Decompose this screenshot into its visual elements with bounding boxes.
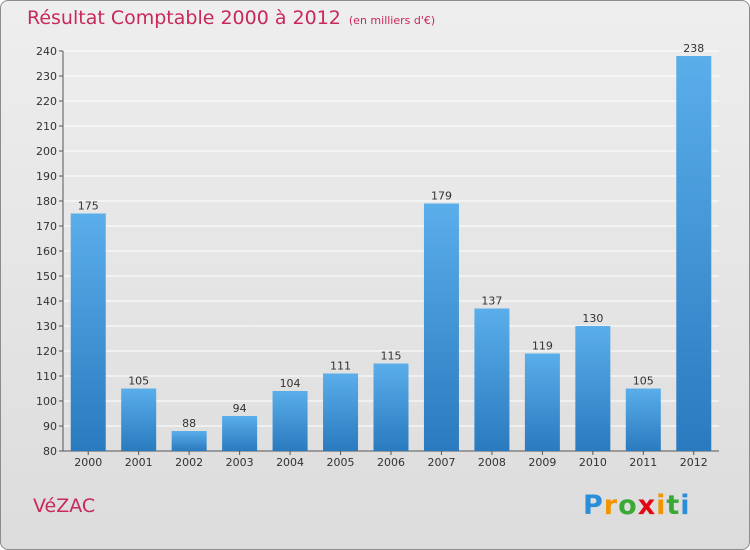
logo-letter: i xyxy=(680,490,691,521)
data-label: 111 xyxy=(330,360,351,373)
x-tick-label: 2008 xyxy=(478,456,506,469)
data-label: 130 xyxy=(582,312,603,325)
x-tick-label: 2001 xyxy=(125,456,153,469)
x-tick-label: 2009 xyxy=(528,456,556,469)
y-tick-label: 230 xyxy=(36,70,57,83)
bar xyxy=(272,391,308,451)
y-tick-label: 150 xyxy=(36,270,57,283)
data-label: 137 xyxy=(481,295,502,308)
logo-letter: i xyxy=(656,490,667,521)
y-tick-label: 210 xyxy=(36,120,57,133)
logo-letter: r xyxy=(603,490,619,521)
x-tick-label: 2012 xyxy=(680,456,708,469)
data-label: 94 xyxy=(233,402,247,415)
bar xyxy=(373,363,409,451)
logo-letter: t xyxy=(666,490,681,521)
y-tick-label: 140 xyxy=(36,295,57,308)
logo-letter: P xyxy=(583,490,604,521)
y-tick-label: 200 xyxy=(36,145,57,158)
x-tick-label: 2003 xyxy=(226,456,254,469)
bar xyxy=(625,388,661,451)
chart-title: Résultat Comptable 2000 à 2012 (en millie… xyxy=(27,7,435,29)
logo-letter: x xyxy=(637,490,657,521)
x-tick-label: 2005 xyxy=(327,456,355,469)
data-label: 88 xyxy=(182,417,196,430)
data-label: 179 xyxy=(431,190,452,203)
x-tick-label: 2010 xyxy=(579,456,607,469)
bar xyxy=(222,416,258,451)
chart-unit: (en milliers d'€) xyxy=(348,14,436,27)
bar xyxy=(423,203,459,451)
y-tick-label: 220 xyxy=(36,95,57,108)
bar xyxy=(323,373,359,451)
x-tick-label: 2011 xyxy=(629,456,657,469)
data-label: 175 xyxy=(78,200,99,213)
y-tick-label: 100 xyxy=(36,395,57,408)
y-tick-label: 120 xyxy=(36,345,57,358)
y-tick-label: 110 xyxy=(36,370,57,383)
data-label: 104 xyxy=(280,377,301,390)
bar xyxy=(70,213,106,451)
y-tick-label: 80 xyxy=(43,445,57,458)
y-tick-label: 90 xyxy=(43,420,57,433)
x-tick-label: 2004 xyxy=(276,456,304,469)
data-label: 238 xyxy=(683,42,704,55)
data-label: 115 xyxy=(381,350,402,363)
bar xyxy=(121,388,157,451)
x-tick-label: 2006 xyxy=(377,456,405,469)
data-label: 105 xyxy=(633,375,654,388)
labels: 8090100110120130140150160170180190200210… xyxy=(36,42,708,469)
proxiti-logo: Proxiti xyxy=(583,490,691,521)
y-tick-label: 170 xyxy=(36,220,57,233)
y-tick-label: 180 xyxy=(36,195,57,208)
bar xyxy=(524,353,560,451)
city-name: VéZAC xyxy=(33,495,96,517)
y-tick-label: 240 xyxy=(36,45,57,58)
bar xyxy=(171,431,207,451)
bars xyxy=(70,56,712,451)
logo-letter: o xyxy=(618,490,638,521)
chart-title-text: Résultat Comptable 2000 à 2012 xyxy=(27,7,341,29)
data-label: 105 xyxy=(128,375,149,388)
y-tick-label: 190 xyxy=(36,170,57,183)
x-tick-label: 2002 xyxy=(175,456,203,469)
bar xyxy=(474,308,510,451)
bar xyxy=(676,56,712,451)
bar xyxy=(575,326,611,451)
x-tick-label: 2007 xyxy=(427,456,455,469)
y-tick-label: 160 xyxy=(36,245,57,258)
x-tick-label: 2000 xyxy=(74,456,102,469)
y-tick-label: 130 xyxy=(36,320,57,333)
data-label: 119 xyxy=(532,340,553,353)
